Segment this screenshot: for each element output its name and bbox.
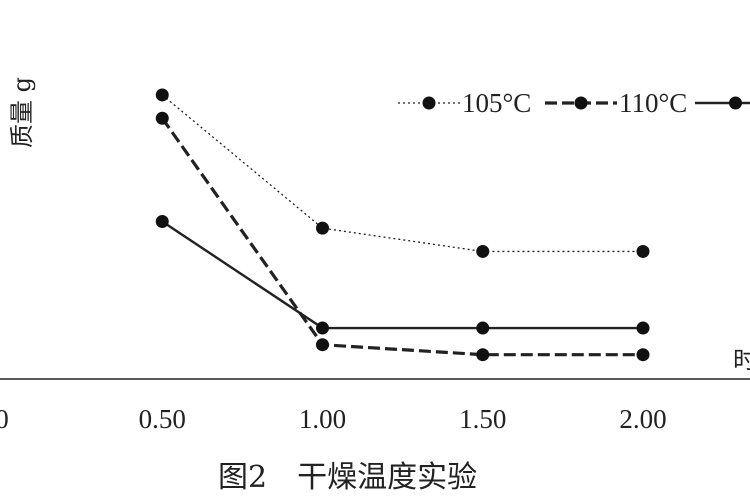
- x-tick-label: 0.50: [139, 404, 186, 434]
- y-axis-label: 质量 g: [8, 77, 36, 148]
- data-point: [155, 88, 169, 102]
- data-point: [155, 214, 169, 228]
- data-point: [476, 348, 490, 362]
- legend-marker: [422, 96, 436, 110]
- series-line: [161, 220, 643, 330]
- x-tick-label: 1.50: [459, 404, 506, 434]
- x-tick-label: 0: [0, 404, 9, 434]
- legend-entry: 105°C: [398, 88, 531, 118]
- series-3: [155, 214, 650, 335]
- legend-entry: 110°C: [545, 88, 687, 118]
- figure-caption: 图2 干燥温度实验: [218, 460, 478, 495]
- data-point: [476, 244, 490, 258]
- x-axis-label: 时: [733, 346, 750, 374]
- data-point: [636, 321, 650, 335]
- data-point: [636, 348, 650, 362]
- legend-marker: [729, 96, 742, 110]
- data-point: [316, 338, 329, 352]
- series-line: [160, 117, 643, 357]
- data-point: [636, 244, 650, 258]
- data-point: [476, 321, 490, 335]
- data-point: [316, 321, 329, 335]
- x-tick-label: 2.00: [619, 404, 666, 434]
- legend-label: 105°C: [462, 88, 531, 118]
- series-line: [161, 94, 643, 253]
- legend-label: 110°C: [619, 88, 687, 118]
- series-2: [155, 111, 650, 362]
- legend-entry: [695, 96, 750, 110]
- x-tick-label: 1.00: [299, 404, 346, 434]
- legend-marker: [574, 96, 588, 110]
- series-1: [155, 88, 650, 258]
- data-point: [155, 111, 169, 125]
- data-point: [316, 221, 329, 235]
